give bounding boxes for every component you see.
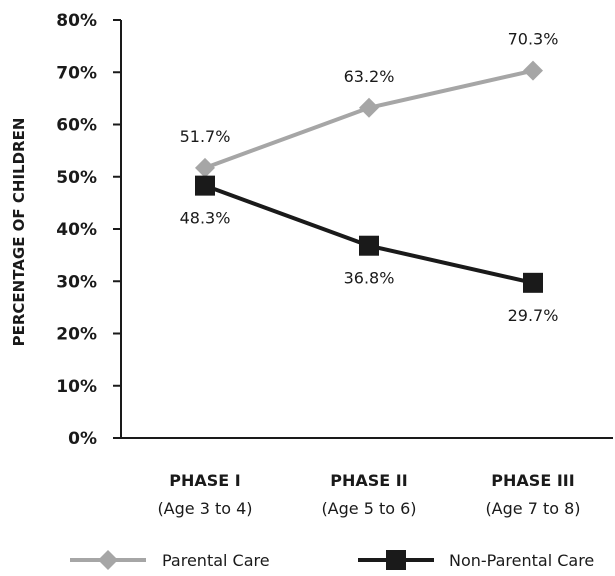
legend-label: Parental Care — [162, 551, 270, 570]
data-label: 48.3% — [180, 209, 231, 228]
y-tick-label: 50% — [56, 168, 97, 188]
y-tick-label: 30% — [56, 272, 97, 292]
legend-item: Non-Parental Care — [358, 550, 594, 570]
y-axis-label: PERCENTAGE OF CHILDREN — [10, 118, 28, 347]
square-marker — [359, 235, 379, 256]
y-tick-label: 60% — [56, 116, 97, 136]
x-category-sublabel: (Age 3 to 4) — [157, 499, 252, 518]
y-tick-label: 80% — [56, 11, 97, 31]
legend-label: Non-Parental Care — [449, 551, 594, 570]
y-tick-label: 20% — [56, 325, 97, 345]
legend-diamond-icon — [98, 550, 118, 570]
x-category-label: PHASE III — [491, 471, 574, 490]
x-category-sublabel: (Age 5 to 6) — [321, 499, 416, 518]
y-tick-label: 40% — [56, 220, 97, 240]
data-label: 36.8% — [344, 269, 395, 288]
y-tick-label: 0% — [68, 429, 97, 449]
data-label: 29.7% — [508, 306, 559, 325]
x-category-label: PHASE II — [330, 471, 407, 490]
diamond-marker — [195, 157, 215, 178]
square-marker — [195, 175, 215, 196]
square-marker — [523, 272, 543, 293]
y-tick-label: 10% — [56, 377, 97, 397]
x-category-sublabel: (Age 7 to 8) — [485, 499, 580, 518]
diamond-marker — [523, 60, 543, 81]
data-label: 70.3% — [508, 30, 559, 49]
legend-square-icon — [386, 550, 406, 570]
data-label: 51.7% — [180, 127, 231, 146]
data-label: 63.2% — [344, 67, 395, 86]
diamond-marker — [359, 97, 379, 118]
legend-item: Parental Care — [70, 550, 270, 570]
y-tick-label: 70% — [56, 63, 97, 83]
x-category-label: PHASE I — [169, 471, 240, 490]
